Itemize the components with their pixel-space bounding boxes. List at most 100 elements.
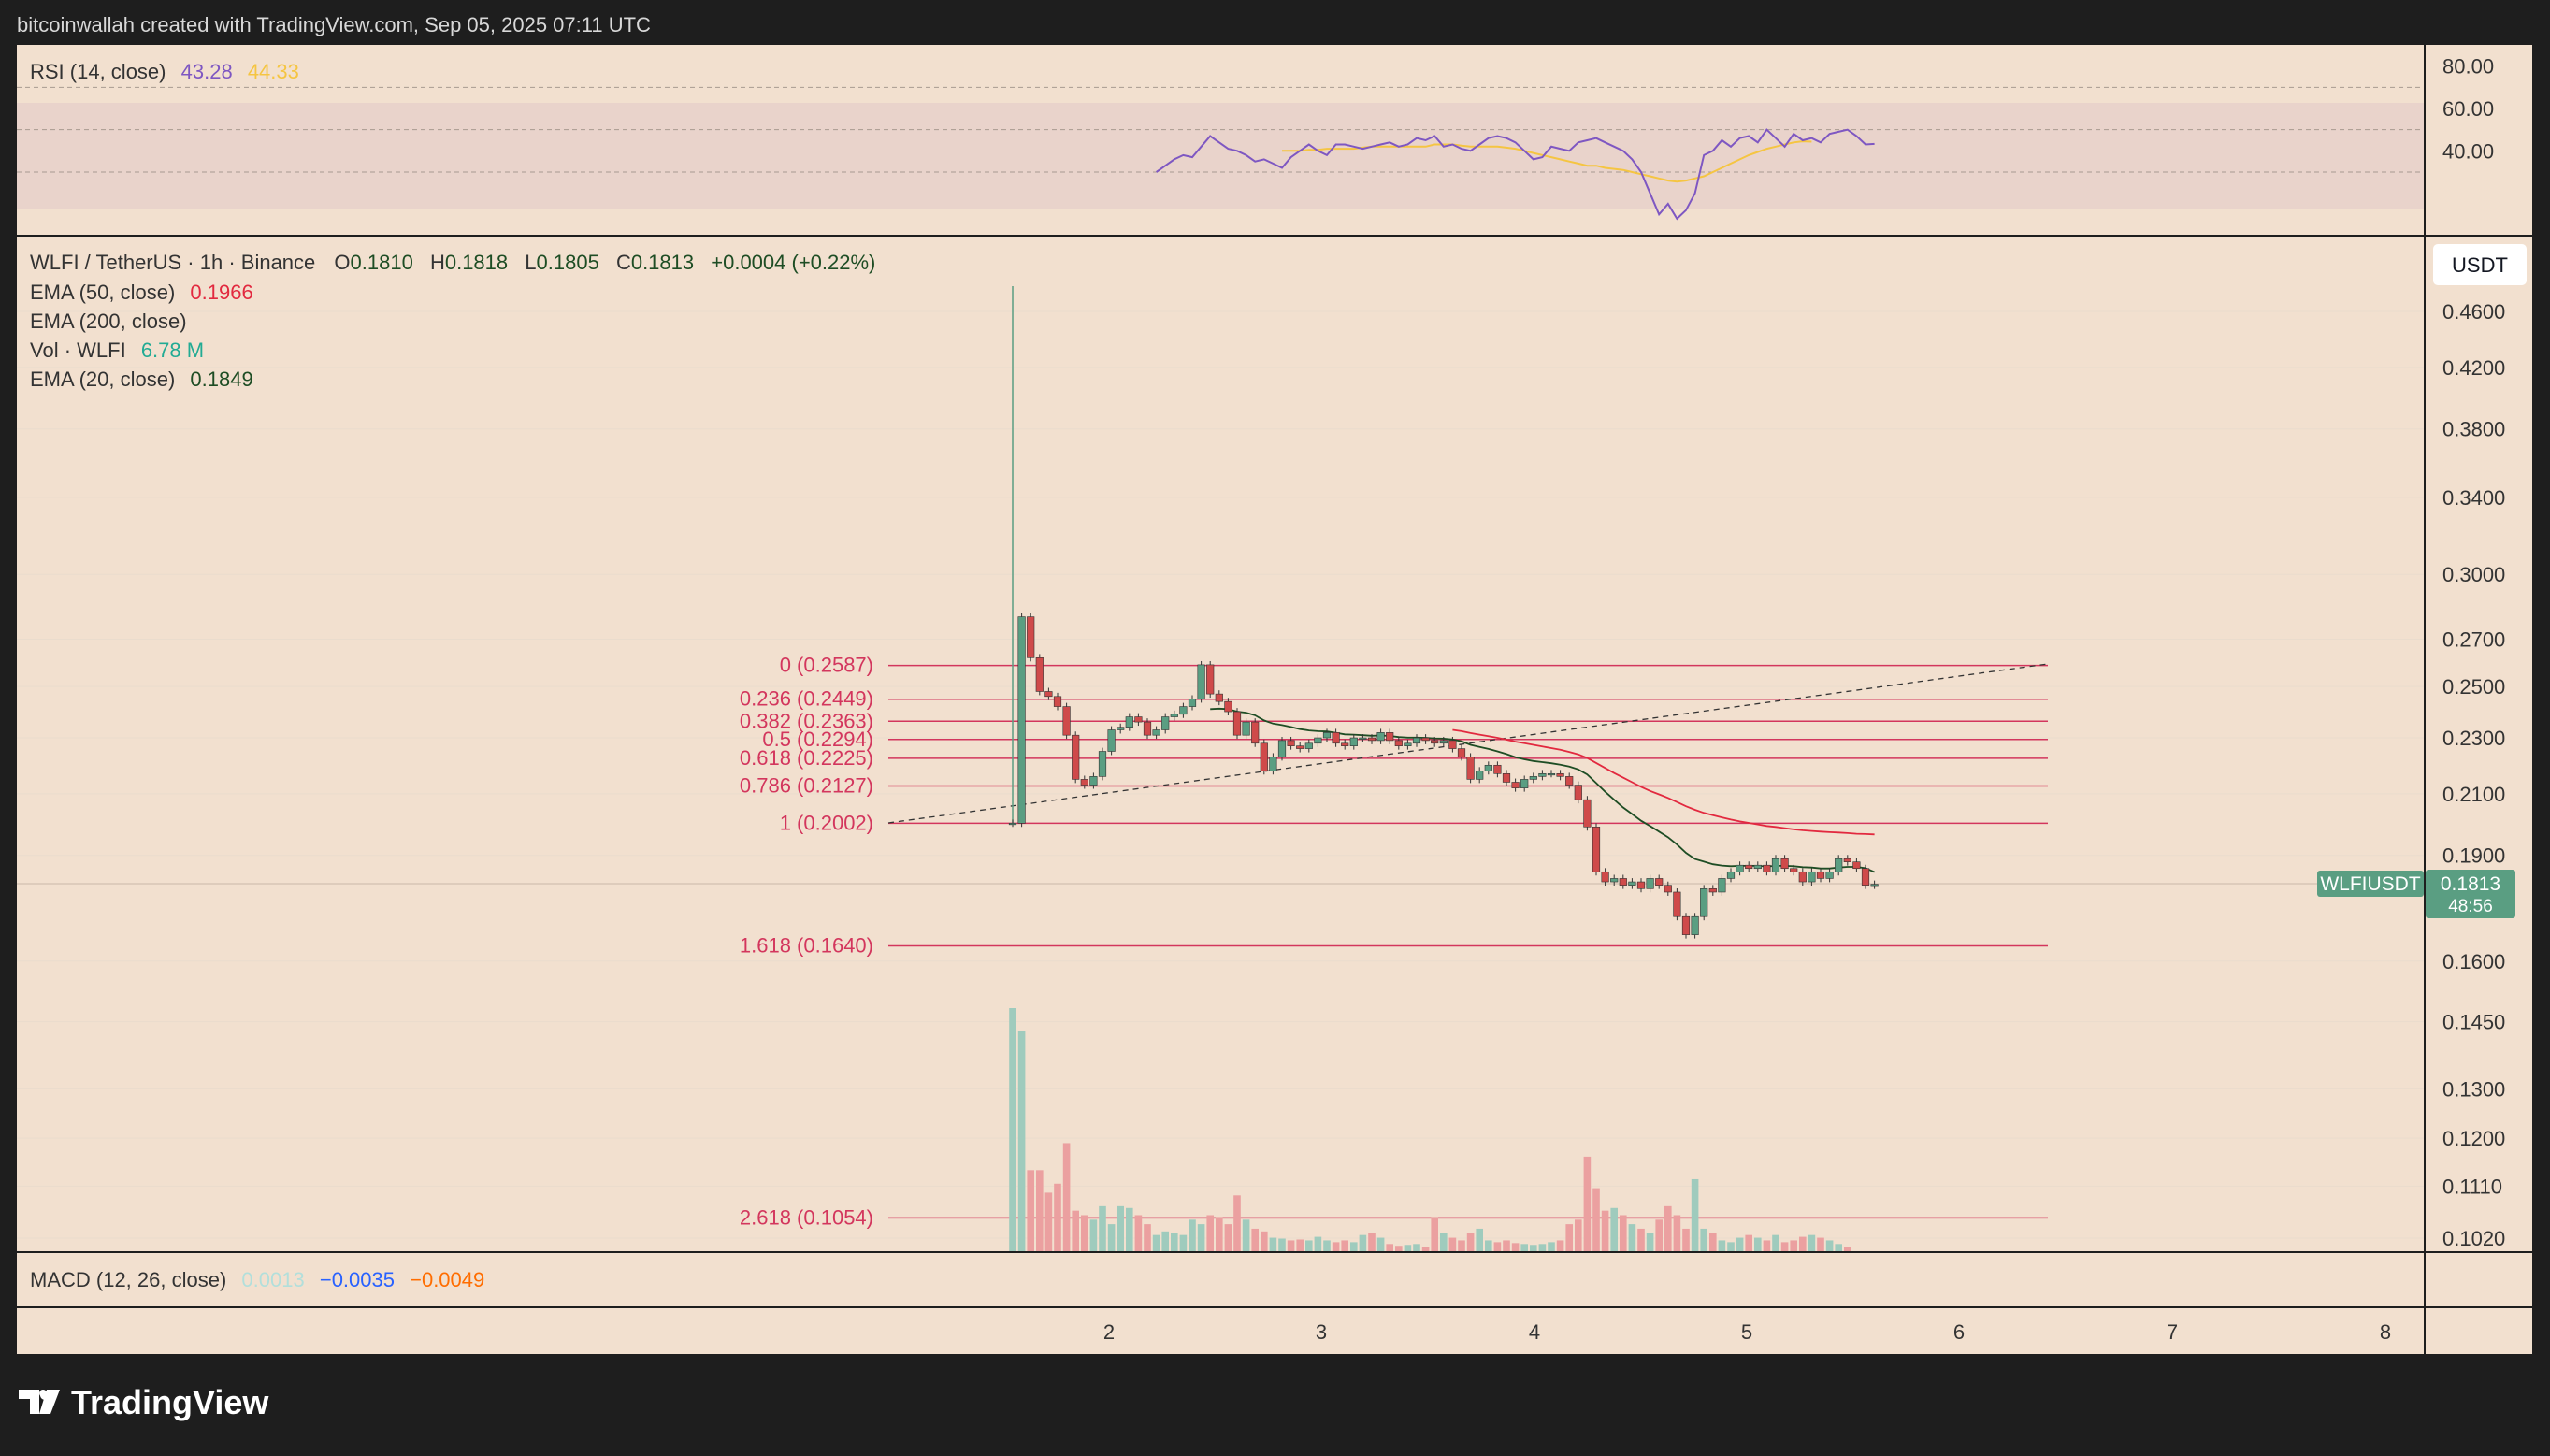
candle-body (1412, 737, 1421, 744)
candle-body (1861, 868, 1870, 886)
candle-body (1260, 742, 1268, 771)
candle-body (1367, 737, 1376, 742)
high-value: 0.1818 (445, 251, 508, 274)
price-tick-label: 0.1900 (2442, 844, 2505, 868)
ema50-legend[interactable]: EMA (50, close) 0.1966 (30, 281, 253, 304)
volume-bar (1179, 1234, 1188, 1251)
macd-legend-name: MACD (12, 26, close) (30, 1268, 226, 1291)
volume-bar (1134, 1215, 1143, 1251)
price-tick-label: 0.1600 (2442, 950, 2505, 973)
candle-body (1619, 878, 1627, 886)
volume-bar (1575, 1219, 1582, 1251)
fib-level-label: 0.382 (0.2363) (740, 709, 873, 732)
price-tick-label: 0.2300 (2442, 727, 2505, 750)
price-axis[interactable]: 0.4600 0.4200 0.3800 0.3400 0.3000 0.2700 0.25… (2442, 300, 2505, 1250)
time-tick-label: 6 (1953, 1320, 1965, 1344)
rsi-line (1156, 128, 1875, 221)
time-tick-label: 2 (1103, 1320, 1115, 1344)
ema20-legend-label: EMA (20, close) (30, 368, 175, 391)
volume-bar (1341, 1240, 1348, 1251)
volume-bar (1332, 1242, 1340, 1251)
volume-bar (1485, 1240, 1492, 1251)
volume-bar (1054, 1183, 1061, 1251)
candle-body (1117, 727, 1125, 730)
symbol-legend[interactable]: WLFI / TetherUS · 1h · Binance O0.1810 H… (30, 251, 875, 274)
volume-bar (1197, 1224, 1205, 1251)
ema20-legend[interactable]: EMA (20, close) 0.1849 (30, 368, 253, 391)
volume-bar (1251, 1228, 1259, 1251)
price-tick-label: 0.1200 (2442, 1127, 2505, 1150)
candle-body (1628, 881, 1636, 886)
volume-bar (1664, 1205, 1672, 1251)
tradingview-logo[interactable]: TradingView (19, 1383, 269, 1421)
candle-body (1349, 737, 1358, 746)
candle-body (1035, 657, 1044, 692)
volume-bar (1287, 1240, 1295, 1251)
price-badge-countdown: 48:56 (2448, 897, 2493, 916)
rsi-legend[interactable]: RSI (14, close) 43.28 44.33 (30, 60, 299, 83)
volume-bar (1062, 1143, 1071, 1251)
candle-body (1835, 858, 1843, 872)
volume-bar (1556, 1240, 1564, 1251)
candle-body (1726, 871, 1736, 879)
fib-level-label: 0.786 (0.2127) (740, 773, 873, 797)
candle-body (1242, 721, 1250, 736)
currency-label: USDT (2452, 253, 2508, 277)
volume-bar (1189, 1219, 1196, 1251)
volume-bar (1691, 1178, 1699, 1251)
candle-body (1476, 770, 1484, 780)
candle-body (1062, 706, 1071, 736)
candle-body (1439, 740, 1448, 744)
candle-body (1816, 871, 1825, 879)
volume-bar (1772, 1234, 1779, 1251)
open-value: 0.1810 (351, 251, 413, 274)
candle-body (1484, 764, 1492, 771)
rsi-tick-label: 80.00 (2442, 55, 2494, 79)
time-tick-label: 3 (1316, 1320, 1327, 1344)
candle-body (1753, 864, 1762, 870)
rsi-axis[interactable]: 80.00 60.00 40.00 (2442, 55, 2494, 164)
candle-body (1718, 878, 1726, 893)
candle-body (1188, 699, 1197, 707)
candle-body (1421, 737, 1430, 742)
macd-legend-value-3: −0.0049 (410, 1268, 484, 1291)
volume-bar (1395, 1246, 1403, 1251)
candle-body (1170, 714, 1178, 717)
price-axis-background (2425, 45, 2532, 1354)
volume-bar (1511, 1243, 1520, 1251)
volume-legend[interactable]: Vol · WLFI 6.78 M (30, 339, 204, 362)
candle-body (1251, 721, 1260, 744)
volume-bar (1448, 1237, 1457, 1251)
volume-bar (1278, 1238, 1286, 1251)
candle-body (1636, 881, 1646, 889)
candle-body (1206, 664, 1215, 695)
candle-body (1825, 871, 1834, 879)
volume-bar (1530, 1245, 1537, 1251)
volume-bar (1044, 1192, 1053, 1251)
macd-legend[interactable]: MACD (12, 26, close) 0.0013 −0.0035 −0.0… (30, 1268, 484, 1291)
candle-body (1179, 706, 1188, 715)
price-badge-value: 0.1813 (2441, 873, 2500, 895)
volume-bar (1655, 1219, 1663, 1251)
volume-bar (1242, 1219, 1250, 1251)
currency-box[interactable] (2433, 244, 2527, 285)
candle-body (1708, 888, 1717, 893)
volume-bar (1565, 1224, 1573, 1251)
rsi-tick-label: 60.00 (2442, 97, 2494, 121)
price-badge (2426, 870, 2515, 918)
volume-bar (1404, 1245, 1412, 1251)
close-label: C (616, 251, 631, 274)
volume-bar (1009, 1008, 1016, 1251)
price-tick-label: 0.3000 (2442, 563, 2505, 586)
volume-bar (1233, 1195, 1241, 1251)
candle-body (1322, 732, 1332, 739)
volume-bar (1117, 1205, 1124, 1251)
ema200-legend[interactable]: EMA (200, close) (30, 310, 187, 333)
fib-level-label: 0 (0.2587) (780, 654, 873, 677)
volume-bar (1790, 1240, 1797, 1251)
volume-bar (1305, 1240, 1313, 1251)
candle-body (1332, 732, 1340, 744)
ema50-line (1452, 728, 1875, 836)
time-axis[interactable]: 2 3 4 5 6 7 8 (1103, 1320, 2391, 1344)
candle-body (1538, 773, 1547, 777)
